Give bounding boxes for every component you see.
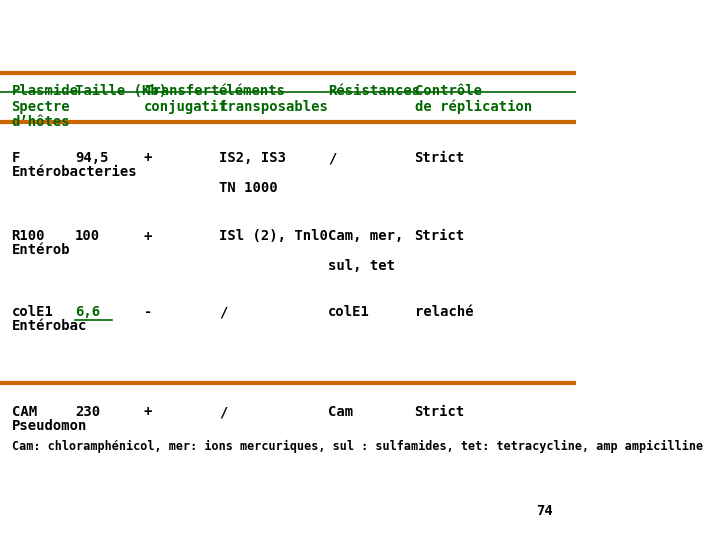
Text: Spectre: Spectre bbox=[12, 100, 70, 114]
Text: conjugatif: conjugatif bbox=[144, 100, 228, 114]
Text: Pseudomon: Pseudomon bbox=[12, 418, 87, 433]
Text: Transfert: Transfert bbox=[144, 84, 220, 98]
Text: ISl (2), Tnl0: ISl (2), Tnl0 bbox=[219, 230, 328, 244]
Text: Contrôle: Contrôle bbox=[415, 84, 482, 98]
Text: relaché: relaché bbox=[415, 305, 473, 319]
Text: Strict: Strict bbox=[415, 230, 465, 244]
Text: CAM: CAM bbox=[12, 405, 37, 419]
Text: F: F bbox=[12, 151, 20, 165]
Text: /: / bbox=[219, 405, 227, 419]
Text: colE1: colE1 bbox=[328, 305, 370, 319]
Text: IS2, IS3: IS2, IS3 bbox=[219, 151, 286, 165]
Text: 100: 100 bbox=[75, 230, 100, 244]
Text: 230: 230 bbox=[75, 405, 100, 419]
Text: Taille (Kb): Taille (Kb) bbox=[75, 84, 167, 98]
Text: Plasmide: Plasmide bbox=[12, 84, 78, 98]
Text: transposables: transposables bbox=[219, 100, 328, 114]
Text: /: / bbox=[328, 151, 336, 165]
Text: 94,5: 94,5 bbox=[75, 151, 108, 165]
Text: Entérob: Entérob bbox=[12, 243, 70, 257]
Text: Cam: chloramphénicol, mer: ions mercuriques, sul : sulfamides, tet: tetracycline: Cam: chloramphénicol, mer: ions mercuriq… bbox=[12, 440, 703, 453]
Text: Strict: Strict bbox=[415, 405, 465, 419]
Text: Résistances: Résistances bbox=[328, 84, 420, 98]
Text: Entérobac: Entérobac bbox=[12, 319, 87, 333]
Text: 6,6: 6,6 bbox=[75, 305, 100, 319]
Text: /: / bbox=[219, 305, 227, 319]
Text: éléments: éléments bbox=[219, 84, 286, 98]
Text: R100: R100 bbox=[12, 230, 45, 244]
Text: -: - bbox=[144, 305, 153, 319]
Text: d’hôtes: d’hôtes bbox=[12, 115, 70, 129]
Text: sul, tet: sul, tet bbox=[328, 259, 395, 273]
Text: +: + bbox=[144, 230, 153, 244]
Text: +: + bbox=[144, 151, 153, 165]
Text: +: + bbox=[144, 405, 153, 419]
Text: Strict: Strict bbox=[415, 151, 465, 165]
Text: TN 1000: TN 1000 bbox=[219, 181, 277, 195]
Text: Cam: Cam bbox=[328, 405, 354, 419]
Text: Cam, mer,: Cam, mer, bbox=[328, 230, 403, 244]
Text: 74: 74 bbox=[536, 504, 553, 518]
Text: colE1: colE1 bbox=[12, 305, 53, 319]
Text: Entérobacteries: Entérobacteries bbox=[12, 165, 137, 179]
Text: de réplication: de réplication bbox=[415, 100, 532, 114]
